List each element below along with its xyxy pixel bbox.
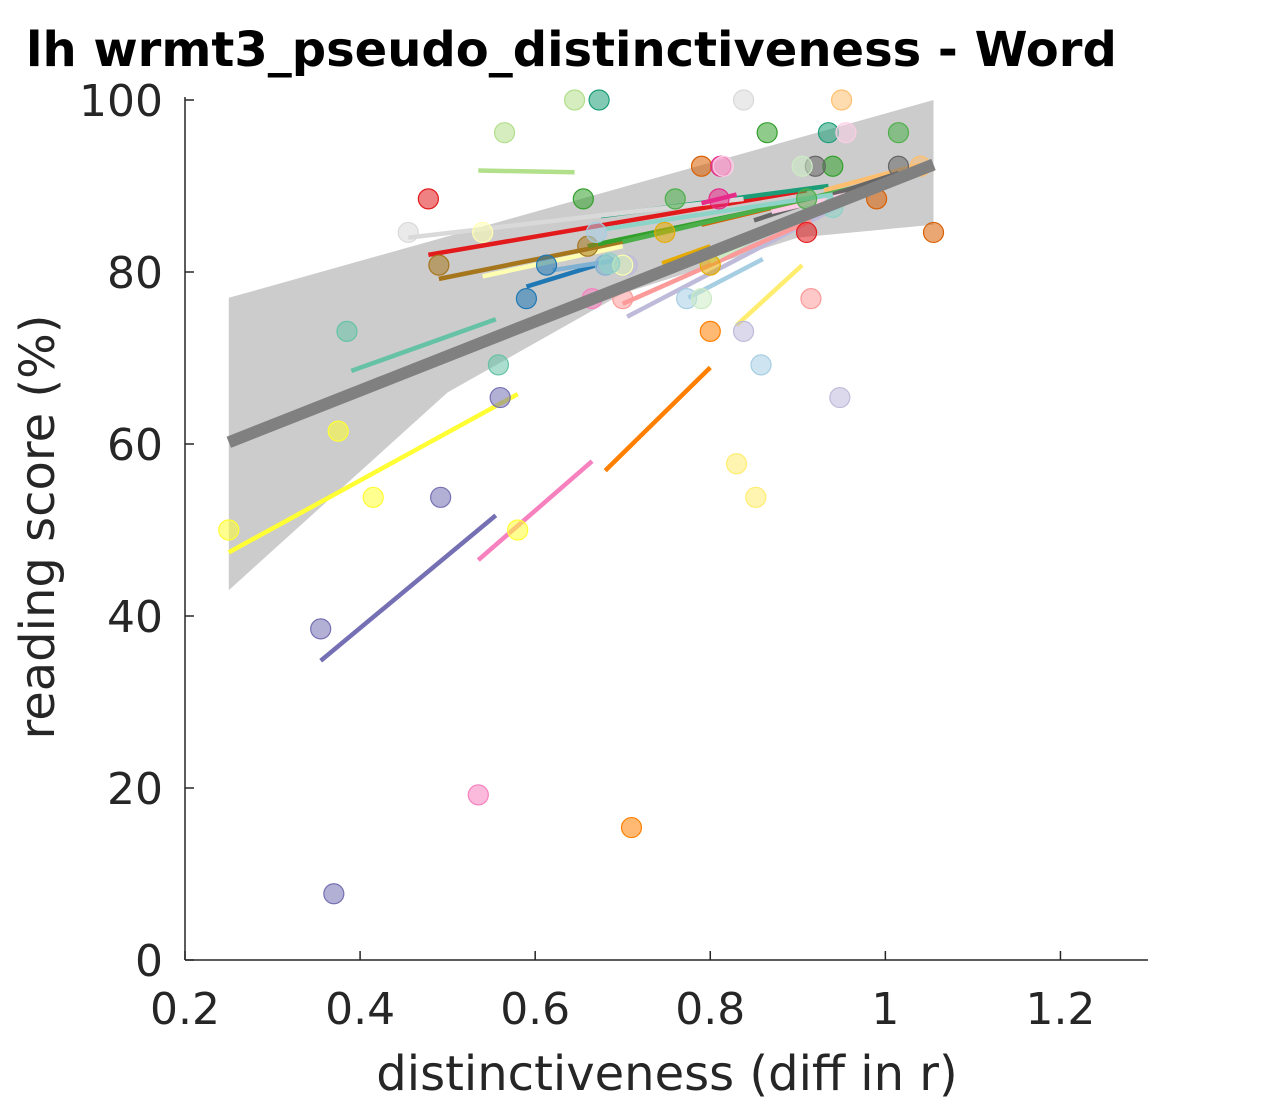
data-point-s19-3	[690, 155, 713, 177]
overall-fit-line	[226, 158, 936, 448]
data-point-s4-1	[620, 816, 643, 839]
series-fit-line-17	[661, 244, 712, 266]
data-point-s2-1	[218, 519, 240, 541]
data-point-s9-1	[428, 254, 450, 276]
y-ticks: 0 20 40 60 80 100	[79, 76, 194, 987]
chart-title: lh wrmt3_pseudo_distinctiveness - Word	[26, 22, 1117, 78]
data-point-s15-1	[515, 288, 538, 310]
data-point-s13-2	[756, 122, 778, 144]
y-axis-label: reading score (%)	[10, 315, 66, 740]
y-tick-label: 40	[107, 592, 163, 643]
data-point-s10-1	[493, 122, 516, 144]
data-point-s2-3	[362, 486, 384, 508]
series-fit-line-4	[603, 365, 712, 473]
y-tick-label: 100	[79, 76, 163, 127]
y-tick-label: 20	[107, 764, 163, 815]
x-ticks: 0.2 0.4 0.6 0.8 1 1.2	[150, 951, 1095, 1035]
data-point-s2-2	[327, 420, 349, 442]
data-point-s13-1	[572, 188, 594, 210]
series-fit-line-1	[319, 513, 498, 663]
x-tick-label: 1.2	[1025, 984, 1095, 1035]
data-point-s19-2	[922, 221, 945, 244]
x-tick-label: 1	[871, 984, 899, 1035]
data-point-s14-2	[800, 288, 822, 310]
series-fit-line-27	[604, 192, 834, 232]
series-fit-line-3	[476, 459, 594, 562]
data-point-s16-1	[585, 221, 608, 244]
data-point-s5-1	[336, 320, 358, 342]
series-fit-line-6	[735, 263, 804, 327]
data-point-s12-2	[732, 89, 755, 111]
data-point-s7-2	[829, 386, 851, 409]
x-tick-label: 0.8	[675, 984, 745, 1035]
series-fit-line-5	[350, 317, 497, 374]
data-point-s6-2	[745, 486, 767, 508]
data-point-s18-1	[830, 89, 853, 111]
data-point-s16-3	[750, 354, 772, 376]
data-point-s10-2	[563, 89, 586, 111]
axes	[184, 97, 1148, 961]
data-point-s5-2	[487, 354, 510, 376]
data-point-s25-2	[712, 155, 735, 177]
data-point-s24-2	[791, 155, 813, 177]
series-fit-line-15	[525, 262, 598, 289]
data-point-s7-1	[732, 320, 755, 342]
data-point-s4-2	[699, 320, 721, 342]
data-point-s20-3	[664, 188, 686, 210]
data-point-s24-1	[690, 288, 713, 310]
series-fit-line-10	[478, 168, 575, 175]
confidence-band	[228, 100, 934, 591]
data-point-s6-1	[725, 453, 748, 475]
data-point-s1-2	[323, 883, 345, 905]
y-tick-label: 60	[107, 420, 163, 471]
data-point-s17-1	[654, 221, 676, 244]
series-fit-line-2	[227, 392, 519, 555]
series-fit-line-12	[407, 196, 744, 240]
series-points	[218, 89, 945, 905]
data-point-s25-1	[835, 122, 857, 144]
data-point-s1-3	[430, 486, 452, 508]
x-tick-label: 0.6	[500, 984, 570, 1035]
data-point-s12-1	[397, 221, 419, 244]
data-point-s15-2	[535, 254, 558, 276]
data-point-s1-1	[310, 618, 332, 640]
data-point-s27-1	[598, 252, 621, 274]
confidence-band-group	[228, 100, 934, 591]
data-point-s11-1	[588, 89, 610, 111]
data-point-s20-1	[887, 122, 910, 144]
data-point-s1-4	[489, 386, 511, 409]
data-point-s8-1	[417, 188, 439, 210]
x-tick-label: 0.4	[325, 984, 395, 1035]
data-point-s3-1	[467, 784, 489, 806]
x-axis-label: distinctiveness (diff in r)	[376, 1046, 957, 1102]
data-point-s2-4	[507, 519, 529, 541]
x-tick-label: 0.2	[150, 984, 220, 1035]
data-point-s26-1	[472, 221, 494, 244]
data-point-s8-2	[795, 221, 818, 244]
overall-fit-group	[226, 158, 936, 448]
data-point-s22-1	[708, 188, 730, 210]
y-tick-label: 0	[135, 936, 163, 987]
y-tick-label: 80	[107, 248, 163, 299]
